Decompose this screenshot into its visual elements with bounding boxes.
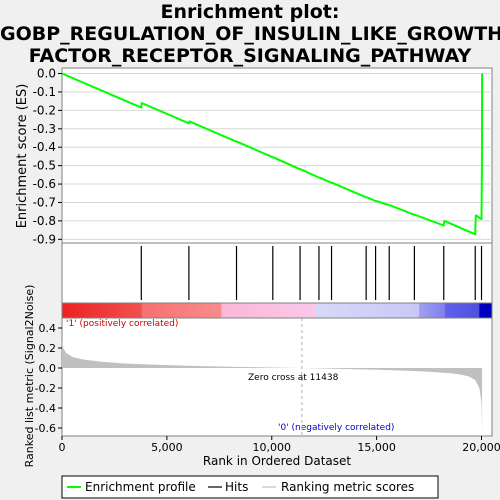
positive-correlation-label: '1' (positively correlated) [66,319,178,329]
negative-correlation-label: '0' (negatively correlated) [278,423,394,433]
x-tick-label: 5,000 [151,441,183,454]
hit-markers [140,246,483,300]
zero-cross-label: Zero cross at 11438 [248,373,339,383]
rank-color-bar [61,302,493,319]
es-curve [61,72,484,236]
chart-title: Enrichment plot: GOBP_REGULATION_OF_INSU… [0,1,500,67]
x-axis-ticks: 0 5,000 10,000 15,000 20,000 [59,436,500,454]
metric-y-tick-label: 0.0 [39,362,57,375]
x-tick-label: 20,000 [462,441,500,454]
legend-hits-label: Hits [225,480,248,494]
title-line-1: Enrichment plot: [160,1,340,23]
es-y-tick-label: -0.7 [33,195,56,209]
metric-y-tick-label: 0.2 [39,342,57,355]
metric-panel [61,317,493,437]
es-panel [61,67,493,244]
x-tick-label: 10,000 [253,441,292,454]
hits-panel [61,242,493,304]
legend-es-label: Enrichment profile [85,480,196,494]
legend: Enrichment profile Hits Ranking metric s… [61,475,439,499]
x-tick-label: 15,000 [357,441,396,454]
title-line-3: FACTOR_RECEPTOR_SIGNALING_PATHWAY [28,45,472,67]
es-y-tick-label: -0.8 [33,214,56,228]
es-y-tick-label: -0.2 [33,103,56,117]
metric-y-tick-label: -0.2 [35,382,56,395]
legend-metric-label: Ranking metric scores [281,480,414,494]
es-y-tick-label: -0.6 [33,177,56,191]
es-gridlines [62,73,492,240]
x-tick-label: 0 [59,441,66,454]
title-line-2: GOBP_REGULATION_OF_INSULIN_LIKE_GROWTH_ [0,23,500,45]
x-axis-label: Rank in Ordered Dataset [203,454,351,468]
es-y-tick-label: -0.3 [33,122,56,136]
es-y-tick-label: -0.1 [33,85,56,99]
es-y-tick-label: -0.4 [33,140,56,154]
metric-y-tick-label: -0.4 [35,402,56,415]
es-y-tick-label: -0.5 [33,159,56,173]
es-y-axis-label: Enrichment score (ES) [15,84,30,229]
es-y-ticks: 0.0 -0.1 -0.2 -0.3 -0.4 -0.5 -0.6 -0.7 -0.8 -0.9 [33,67,62,246]
es-y-tick-label: 0.0 [37,67,56,81]
metric-y-axis-label: Ranked list metric (Signal2Noise) [23,285,36,468]
es-profile-line [61,72,484,236]
metric-y-tick-label: 0.4 [39,322,57,335]
metric-y-ticks: 0.4 0.2 0.0 -0.2 -0.4 -0.6 [35,322,62,435]
es-y-tick-label: -0.9 [33,232,56,246]
metric-y-tick-label: -0.6 [35,422,56,435]
